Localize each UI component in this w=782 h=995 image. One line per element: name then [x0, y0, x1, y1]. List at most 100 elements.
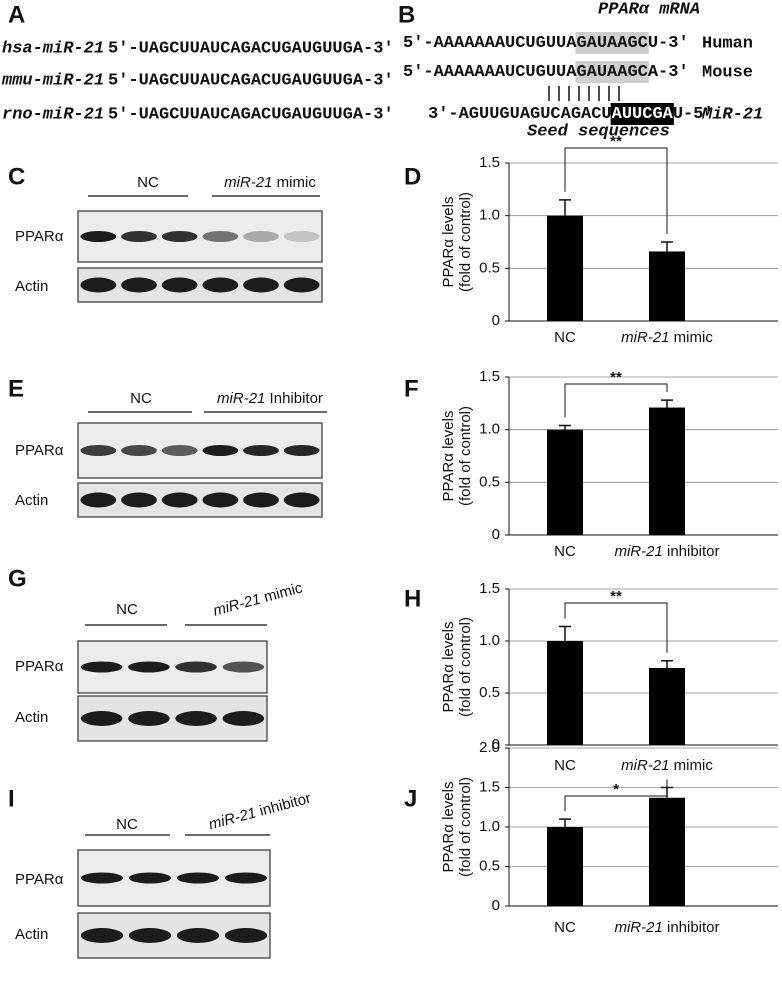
blot-band	[80, 661, 123, 673]
panel-label: E	[8, 375, 24, 402]
sequence: 3′-AGUUGUAGUCAGACUAUUCGAU-5′	[428, 105, 714, 124]
y-tick-label: 1.0	[479, 207, 500, 224]
panel-label: C	[8, 163, 25, 190]
y-tick-label: 1.5	[479, 580, 500, 597]
blot-band	[80, 928, 124, 943]
seq-part: U-3′	[648, 34, 689, 53]
seq-part: AUUCGA	[612, 105, 674, 124]
seq-part: 5′-AAAAAAAUCUGUUA	[403, 63, 577, 82]
panel-label: I	[8, 785, 15, 812]
blot-band	[222, 711, 265, 726]
blot-band	[161, 445, 198, 456]
error-bar	[661, 399, 673, 408]
seq-part: A-3′	[648, 63, 689, 82]
base-pairing	[548, 86, 620, 101]
y-tick-label: 1.0	[479, 632, 500, 649]
significance: **	[610, 369, 622, 386]
group-label: miR-21 mimic	[211, 579, 304, 619]
blot-band	[243, 277, 279, 293]
label-italic: miR-21	[211, 591, 262, 620]
label-rest: mimic	[258, 579, 305, 607]
y-tick-label: 1.0	[479, 421, 500, 438]
blot-band	[283, 277, 320, 293]
blot-band	[121, 492, 157, 508]
label-rest: Inhibitor	[265, 390, 323, 407]
y-tick-label: 1.5	[479, 368, 500, 385]
label-italic: miR-21	[621, 329, 669, 346]
row-label: PPARα	[15, 658, 64, 675]
blot-band	[128, 872, 172, 884]
blot-band	[283, 492, 320, 508]
x-tick-label: miR-21 mimic	[621, 329, 713, 346]
group-label: miR-21 Inhibitor	[217, 390, 323, 407]
blot-band	[161, 277, 198, 293]
blot-band	[121, 277, 157, 293]
mirna-name: mmu-miR-21	[1, 71, 104, 90]
blot-band	[283, 445, 320, 456]
y-tick-label: 1.0	[479, 818, 500, 835]
bar	[649, 797, 685, 906]
x-tick-label: NC	[554, 329, 576, 346]
mrna-title: PPARα mRNA	[598, 0, 700, 19]
blot-strip	[77, 422, 323, 479]
blot-band	[161, 231, 198, 242]
group-label: NC	[116, 816, 138, 833]
blot-band	[243, 445, 279, 456]
row-label: Actin	[15, 709, 48, 726]
blot-band	[176, 872, 220, 884]
blot-strip	[77, 210, 323, 263]
blot-band	[243, 231, 279, 242]
blot-band	[176, 928, 220, 943]
species: MiR-21	[701, 105, 763, 124]
blot-band	[80, 492, 117, 508]
sequence: 5′-AAAAAAAUCUGUUAGAUAAGCU-3′	[403, 34, 689, 53]
y-tick-label: 0.5	[479, 259, 500, 276]
sequence: 5′-AAAAAAAUCUGUUAGAUAAGCA-3′	[403, 63, 689, 82]
blot-band	[202, 492, 239, 508]
significance-bracket	[564, 147, 668, 234]
blot-band	[80, 445, 117, 456]
row-label: Actin	[15, 278, 48, 295]
y-tick-label: 2.0	[479, 739, 500, 756]
y-axis-label: PPARα levels	[440, 197, 457, 288]
panel-label: G	[8, 565, 27, 592]
bar	[649, 668, 685, 745]
y-axis-label: PPARα levels	[440, 782, 457, 873]
mirna-name: hsa-miR-21	[2, 39, 104, 58]
blot-band	[222, 661, 265, 673]
error-bar	[661, 660, 673, 669]
species: Mouse	[702, 63, 753, 82]
y-axis-label: (fold of control)	[457, 192, 474, 292]
blot-band	[121, 231, 157, 242]
bar	[547, 429, 583, 535]
group-label: NC	[137, 174, 159, 191]
significance: **	[610, 133, 622, 150]
panel-label: J	[404, 785, 417, 812]
label-italic: miR-21	[621, 757, 669, 774]
significance: *	[613, 781, 619, 798]
significance-bracket	[564, 602, 668, 653]
y-tick-label: 0	[492, 897, 500, 914]
y-tick-label: 1.5	[479, 154, 500, 171]
sequence: 5′-UAGCUUAUCAGACUGAUGUUGA-3′	[108, 39, 394, 58]
group-label: NC	[130, 390, 152, 407]
y-tick-label: 0	[492, 736, 500, 753]
panel-label: F	[404, 375, 419, 402]
blot-band	[243, 492, 279, 508]
group-label: miR-21 mimic	[224, 174, 316, 191]
row-label: Actin	[15, 492, 48, 509]
significance-bracket	[564, 383, 668, 418]
group-label: miR-21 inhibitor	[207, 790, 313, 834]
mirna-name: rno-miR-21	[2, 105, 104, 124]
label-italic: miR-21	[224, 174, 272, 191]
blot-band	[80, 231, 117, 242]
bar	[547, 827, 583, 906]
x-tick-label: miR-21 inhibitor	[614, 919, 719, 936]
label-rest: inhibitor	[663, 919, 720, 936]
blot-band	[283, 231, 320, 242]
error-bar	[559, 424, 571, 430]
seed-highlight	[610, 103, 674, 125]
significance: **	[610, 588, 622, 605]
blot-band	[80, 711, 123, 726]
blot-band	[202, 231, 239, 242]
